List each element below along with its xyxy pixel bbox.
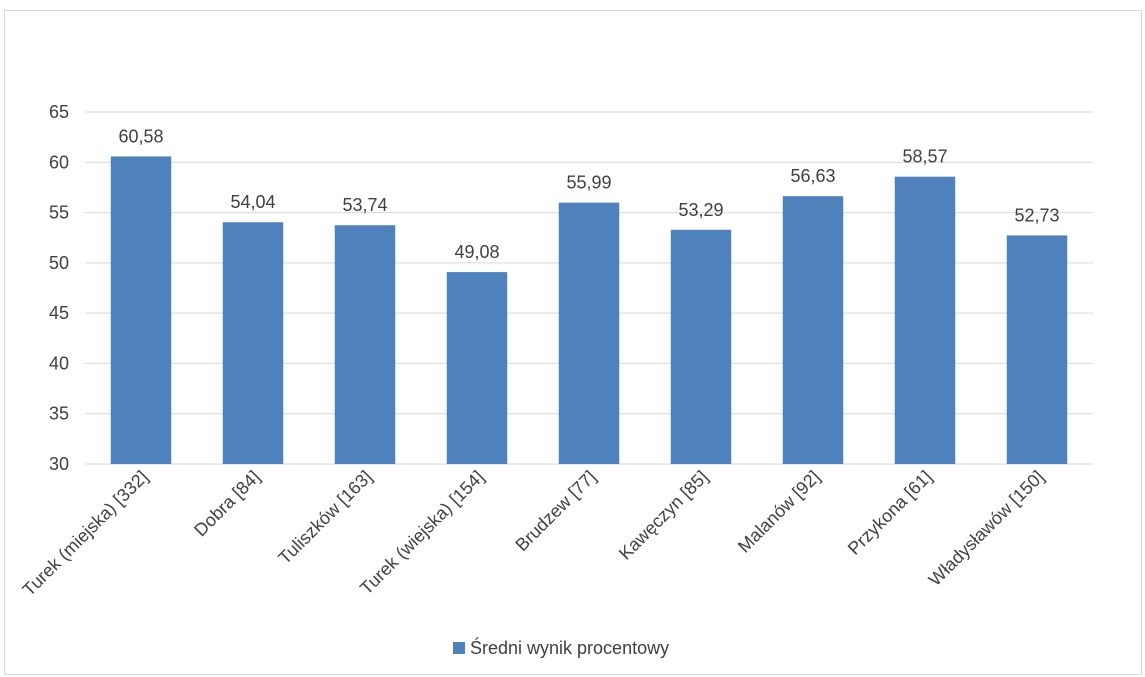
bar: [1006, 235, 1068, 464]
bar-value-label: 49,08: [454, 242, 499, 262]
bar-value-label: 53,29: [678, 200, 723, 220]
bar: [222, 222, 284, 464]
y-axis: 30 35 40 45 50 55 60 65: [49, 102, 69, 474]
bar-value-label: 52,73: [1014, 205, 1059, 225]
y-tick-label: 35: [49, 404, 69, 424]
bars: [110, 156, 1068, 465]
y-tick-label: 65: [49, 102, 69, 122]
bar: [894, 176, 956, 465]
x-axis: Turek (miejska) [332] Dobra [84] Tuliszków…: [19, 467, 1048, 600]
x-tick-label: Kawęczyn [85]: [615, 467, 712, 564]
x-tick-label: Dobra [84]: [190, 467, 264, 541]
x-tick-label: Władysławów [150]: [925, 467, 1048, 590]
x-tick-label: Malanów [92]: [734, 467, 824, 557]
legend-label: Średni wynik procentowy: [470, 637, 669, 658]
y-tick-label: 55: [49, 203, 69, 223]
y-tick-label: 60: [49, 152, 69, 172]
bar: [110, 156, 172, 464]
x-tick-label: Turek (wiejska) [154]: [356, 467, 488, 599]
y-tick-label: 40: [49, 353, 69, 373]
x-tick-label: Brudzew [77]: [511, 467, 599, 555]
bar: [558, 202, 620, 464]
bar: [446, 272, 508, 464]
data-labels: 60,58 54,04 53,74 49,08 55,99 53,29 56,63 58,57…: [118, 126, 1059, 262]
bar-value-label: 55,99: [566, 173, 611, 193]
bar: [670, 229, 732, 464]
x-tick-label: Przykona [61]: [844, 467, 936, 559]
x-tick-label: Tuliszków [163]: [274, 467, 375, 568]
bar-value-label: 56,63: [790, 166, 835, 186]
bar-value-label: 58,57: [902, 147, 947, 167]
x-tick-label: Turek (miejska) [332]: [19, 467, 152, 600]
y-tick-label: 50: [49, 253, 69, 273]
bar: [782, 196, 844, 464]
bar-chart: 30 35 40 45 50 55 60 65 60,58 54,04 53,74 49,08 55,…: [19, 102, 1093, 658]
bar-value-label: 60,58: [118, 126, 163, 146]
legend: Średni wynik procentowy: [453, 637, 669, 658]
legend-swatch: [453, 642, 465, 654]
bar: [334, 225, 396, 464]
bar-value-label: 53,74: [342, 195, 387, 215]
y-tick-label: 30: [49, 454, 69, 474]
y-tick-label: 45: [49, 303, 69, 323]
chart-frame: 30 35 40 45 50 55 60 65 60,58 54,04 53,74 49,08 55,…: [4, 10, 1142, 675]
bar-value-label: 54,04: [230, 192, 275, 212]
